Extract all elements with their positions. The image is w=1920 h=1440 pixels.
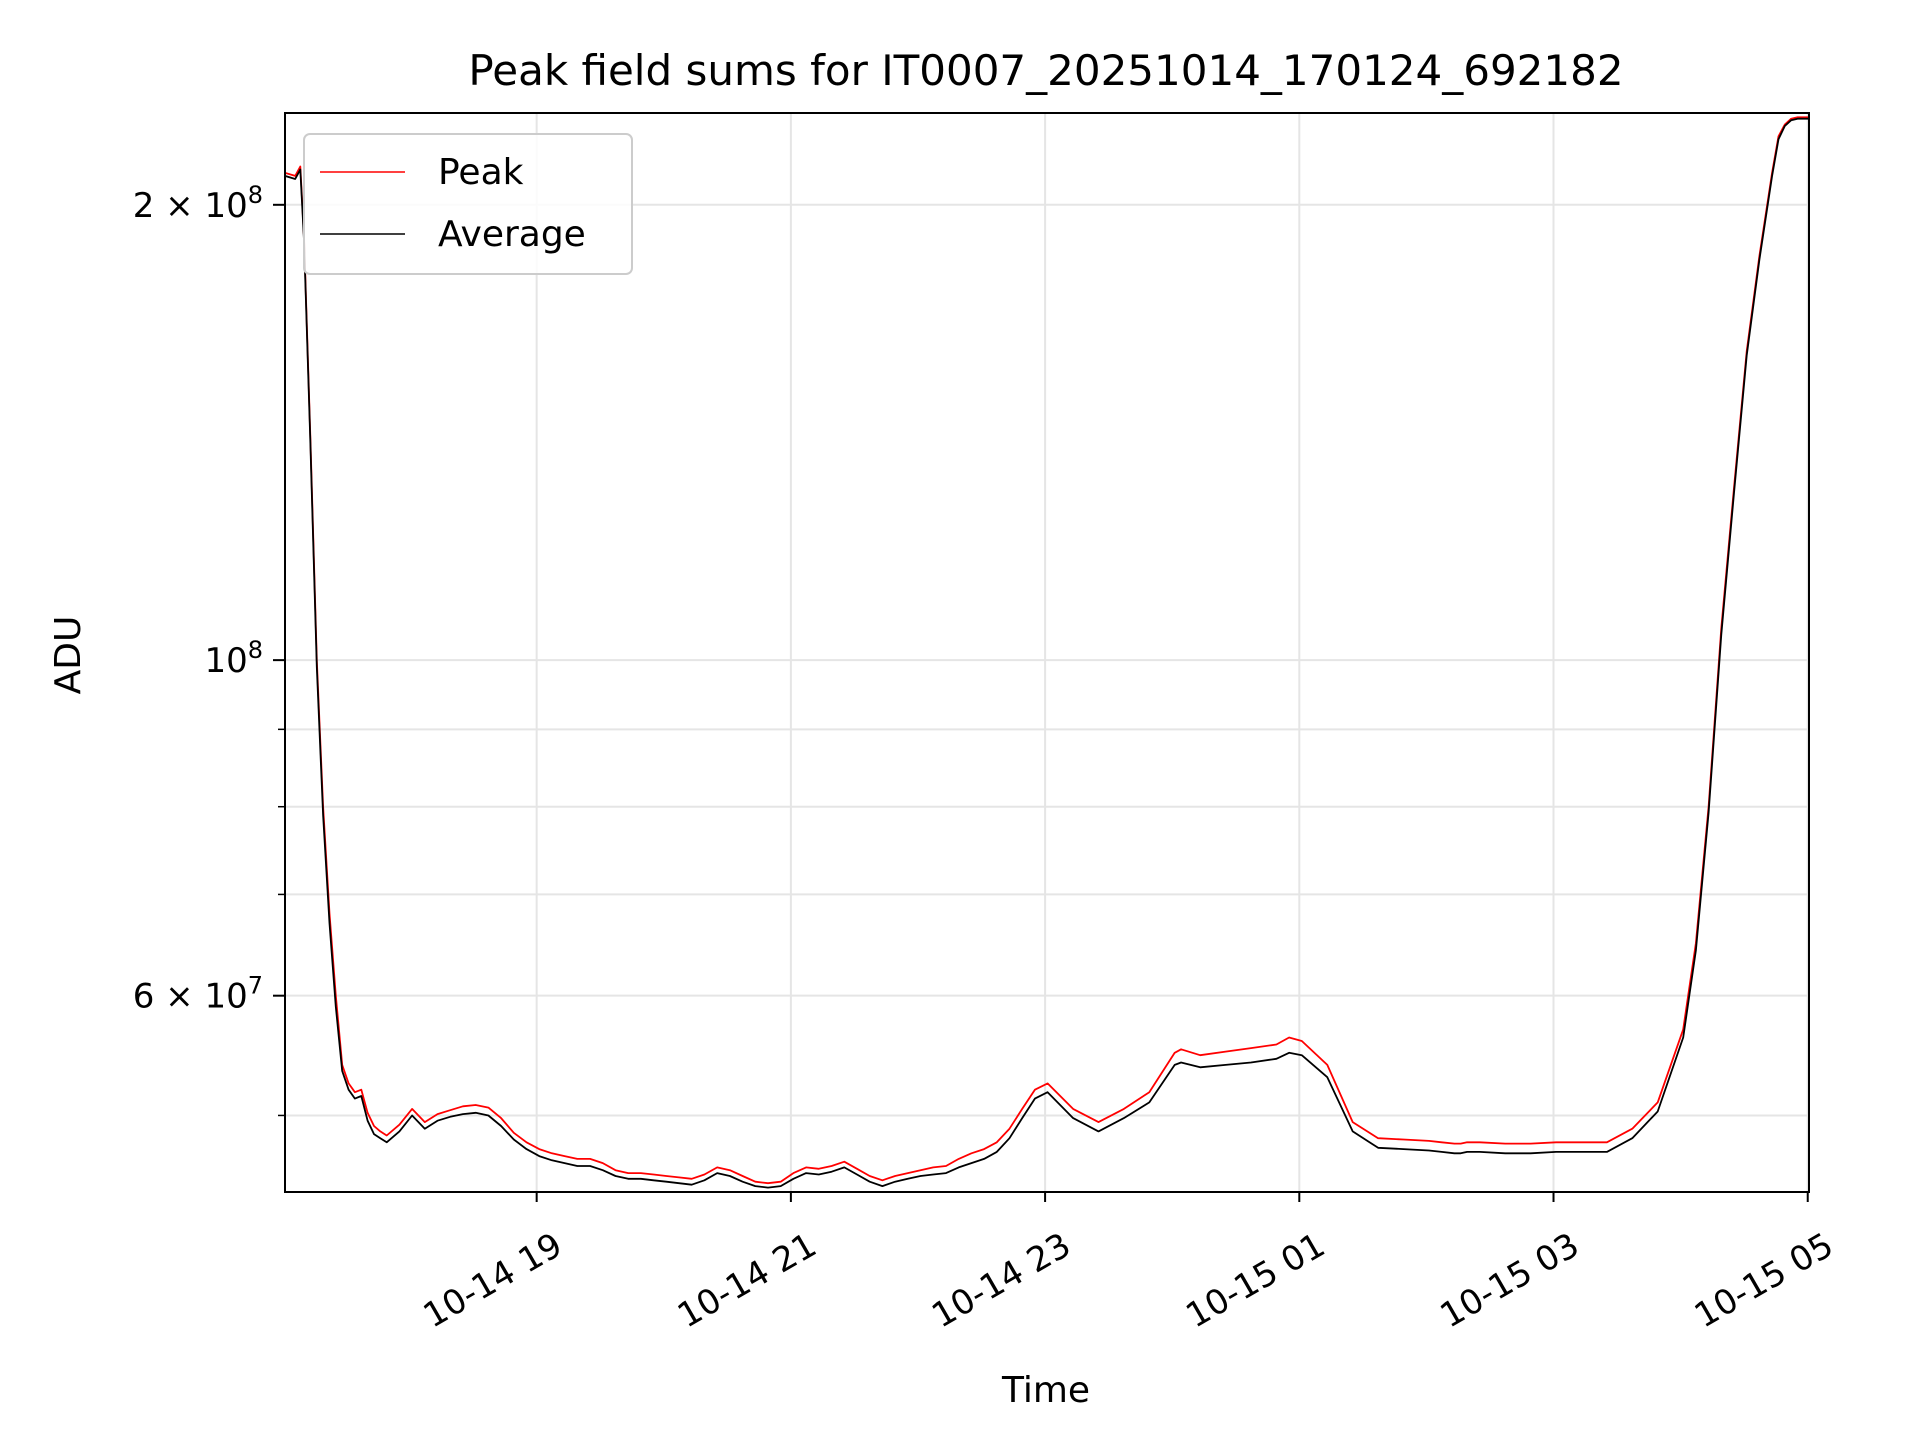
legend-box [303, 133, 633, 275]
series-line-peak [285, 116, 1809, 1185]
series-layer [285, 116, 1809, 1189]
y-tick-label: 2 × 108 [133, 181, 263, 226]
y-axis-label: ADU [48, 616, 89, 695]
plot-frame [284, 112, 1810, 1193]
legend[interactable]: Peak Average [303, 133, 633, 275]
x-axis-label: Time [1001, 1370, 1090, 1411]
y-tick-label: 6 × 107 [133, 972, 263, 1017]
series-line-average [285, 117, 1809, 1189]
chart-title: Peak field sums for IT0007_20251014_1701… [468, 46, 1623, 95]
legend-label-average: Average [438, 214, 586, 255]
legend-label-peak: Peak [438, 152, 524, 193]
grid [285, 113, 1809, 1192]
